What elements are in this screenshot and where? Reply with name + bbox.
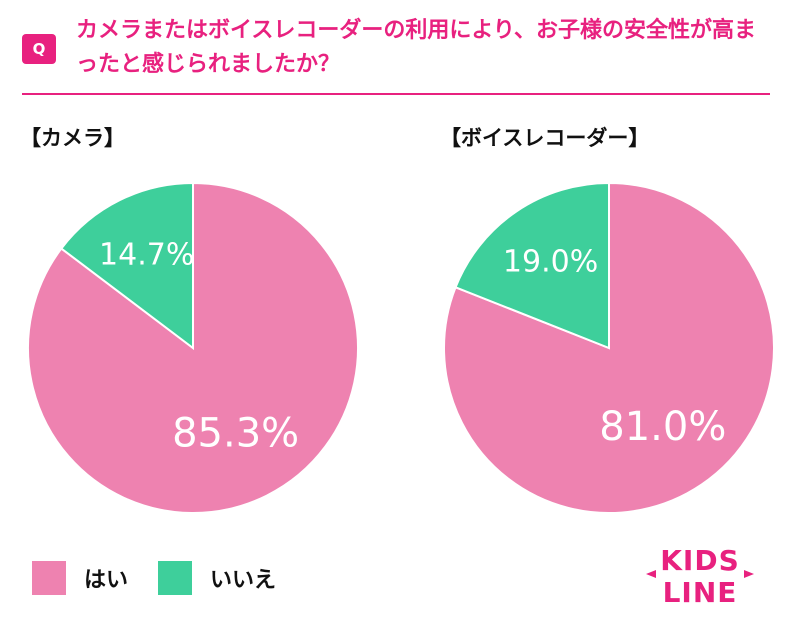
legend-swatch-no <box>158 561 192 595</box>
chart-title-camera: 【カメラ】 <box>20 126 125 150</box>
logo-text-line2: LINE <box>663 576 738 609</box>
question-text: カメラまたはボイスレコーダーの利用により、お子様の安全性が高まったと感じられまし… <box>76 18 757 77</box>
pie-label-voice-recorder-no: 19.0% <box>503 245 598 280</box>
pie-slice-voice-recorder-no <box>454 181 610 350</box>
pie-label-camera-no: 14.7% <box>99 237 194 272</box>
question-badge: Q <box>22 34 56 64</box>
chart-title-voice-recorder: 【ボイスレコーダー】 <box>440 126 650 150</box>
legend-item-yes: はい <box>32 560 128 596</box>
kids-line-logo: KIDS LINE <box>646 544 754 609</box>
logo-text-line1: KIDS <box>660 544 740 577</box>
pie-slice-camera-no <box>59 181 194 351</box>
pie-slice-voice-recorder-yes <box>443 181 775 514</box>
pie-label-voice-recorder-yes: 81.0% <box>599 404 726 450</box>
pie-label-camera-yes: 85.3% <box>172 411 299 457</box>
legend-swatch-yes <box>32 561 66 595</box>
legend-item-no: いいえ <box>158 560 276 596</box>
legend-label-no: いいえ <box>210 568 277 593</box>
title-divider <box>22 93 770 95</box>
legend-label-yes: はい <box>84 568 129 593</box>
pie-slice-camera-yes <box>27 181 359 514</box>
